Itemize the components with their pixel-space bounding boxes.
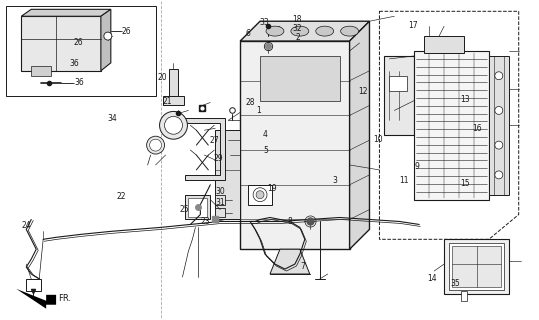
Ellipse shape <box>341 26 358 36</box>
Text: 3: 3 <box>333 176 337 185</box>
Polygon shape <box>444 239 509 294</box>
Circle shape <box>147 136 164 154</box>
Polygon shape <box>449 243 504 290</box>
Text: 14: 14 <box>427 275 437 284</box>
Text: 31: 31 <box>216 198 225 207</box>
Polygon shape <box>163 96 184 106</box>
Polygon shape <box>461 291 467 301</box>
Circle shape <box>495 72 503 80</box>
Text: 11: 11 <box>399 176 409 185</box>
Text: 36: 36 <box>69 59 79 68</box>
Text: 13: 13 <box>460 95 470 104</box>
Text: 9: 9 <box>414 162 419 171</box>
Text: 1: 1 <box>256 106 261 115</box>
Polygon shape <box>215 195 225 204</box>
Text: 33: 33 <box>260 19 270 28</box>
Circle shape <box>160 111 188 139</box>
Polygon shape <box>452 246 501 287</box>
Circle shape <box>495 171 503 179</box>
Circle shape <box>256 191 264 199</box>
Circle shape <box>495 141 503 149</box>
Polygon shape <box>189 198 208 217</box>
Polygon shape <box>215 208 225 218</box>
Text: 10: 10 <box>374 135 383 144</box>
Text: 21: 21 <box>162 97 172 106</box>
Text: 32: 32 <box>293 24 302 33</box>
Polygon shape <box>384 56 414 135</box>
Circle shape <box>253 188 267 202</box>
Text: 34: 34 <box>108 114 118 123</box>
Text: 18: 18 <box>293 15 302 24</box>
Polygon shape <box>240 21 369 41</box>
Polygon shape <box>424 36 464 53</box>
Text: 8: 8 <box>287 217 292 226</box>
Polygon shape <box>260 56 340 100</box>
Text: 25: 25 <box>179 205 189 214</box>
Polygon shape <box>270 249 310 274</box>
Polygon shape <box>350 21 369 249</box>
Text: FR.: FR. <box>58 294 71 303</box>
Circle shape <box>150 139 162 151</box>
Text: 29: 29 <box>213 154 223 163</box>
Text: 16: 16 <box>472 124 482 133</box>
Polygon shape <box>31 66 51 76</box>
Text: 20: 20 <box>158 73 168 82</box>
Ellipse shape <box>316 26 334 36</box>
Text: 26: 26 <box>74 38 84 47</box>
Polygon shape <box>21 9 111 16</box>
Text: 12: 12 <box>358 87 368 96</box>
Circle shape <box>164 116 182 134</box>
Text: 15: 15 <box>460 179 469 188</box>
Text: 7: 7 <box>301 262 306 271</box>
Polygon shape <box>240 41 350 249</box>
Text: 26: 26 <box>122 27 132 36</box>
Polygon shape <box>16 289 56 309</box>
Polygon shape <box>414 51 489 200</box>
Text: 2: 2 <box>295 33 300 42</box>
Text: 24: 24 <box>22 220 31 229</box>
Text: 28: 28 <box>245 99 255 108</box>
Text: 23: 23 <box>201 217 211 226</box>
Polygon shape <box>21 16 101 71</box>
Text: 35: 35 <box>450 279 460 288</box>
Polygon shape <box>185 118 225 180</box>
Circle shape <box>104 32 112 40</box>
Polygon shape <box>389 76 407 91</box>
Circle shape <box>495 107 503 114</box>
Ellipse shape <box>291 26 309 36</box>
Text: 17: 17 <box>408 21 418 30</box>
Text: 19: 19 <box>267 184 277 193</box>
Text: 4: 4 <box>263 130 268 139</box>
Text: 22: 22 <box>116 192 126 201</box>
Polygon shape <box>26 279 41 291</box>
Ellipse shape <box>266 26 284 36</box>
Polygon shape <box>6 6 156 96</box>
Polygon shape <box>489 56 509 195</box>
Text: 27: 27 <box>210 136 219 146</box>
Polygon shape <box>185 195 210 220</box>
Text: 36: 36 <box>74 78 84 87</box>
Text: 6: 6 <box>245 28 250 38</box>
Polygon shape <box>248 185 272 204</box>
Polygon shape <box>215 130 240 220</box>
Polygon shape <box>169 69 178 96</box>
Text: 5: 5 <box>263 146 268 155</box>
Text: 30: 30 <box>216 187 226 196</box>
Polygon shape <box>101 9 111 71</box>
